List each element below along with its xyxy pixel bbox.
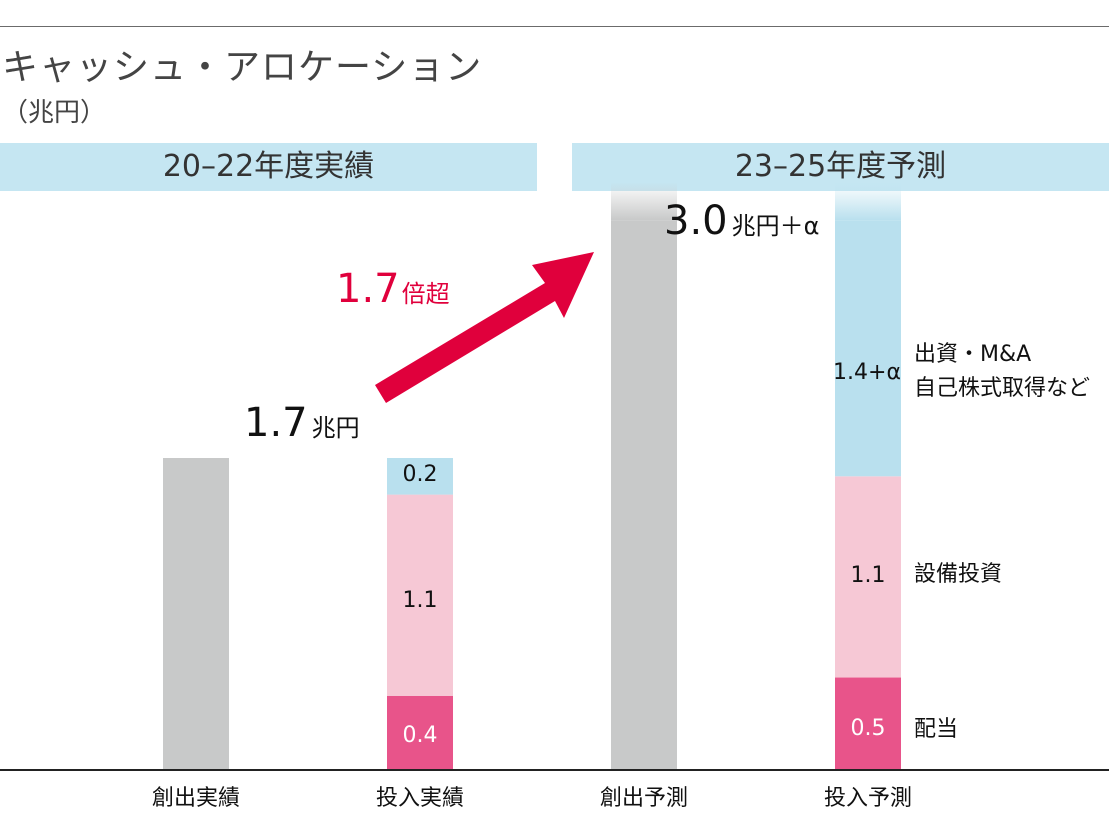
seg-label-actual-ma: 0.2 xyxy=(402,462,438,487)
category-label-1: 創出実績 xyxy=(151,786,240,811)
legend-ma-line1: 出資・M&A xyxy=(914,342,1032,367)
bar-fade-cap-3 xyxy=(611,182,677,221)
forecast-total-value: 3.0 xyxy=(664,198,728,244)
period-header-actual: 20–22年度実績 xyxy=(0,143,537,191)
period-forecast-label: 23–25年度予測 xyxy=(734,149,947,184)
growth-ratio-suffix: 倍超 xyxy=(401,280,450,308)
growth-arrow xyxy=(375,252,594,403)
forecast-total-label: 3.0 兆円＋α xyxy=(664,198,819,244)
bar-creation-1 xyxy=(163,458,229,769)
top-rule xyxy=(0,26,1109,27)
bar-capex-2 xyxy=(387,494,453,696)
chart-title: キャッシュ・アロケーション xyxy=(2,47,483,88)
actual-total-value: 1.7 xyxy=(244,400,308,446)
seg-label-actual-capex: 1.1 xyxy=(402,588,438,613)
growth-ratio-label: 1.7倍超 xyxy=(336,266,450,312)
bar-capex-4 xyxy=(835,476,901,678)
category-label-4: 投入予測 xyxy=(823,786,912,811)
seg-label-forecast-capex: 1.1 xyxy=(850,563,886,588)
period-actual-label: 20–22年度実績 xyxy=(162,149,375,184)
bar-dividend-2 xyxy=(387,695,453,769)
bar-dividend-4 xyxy=(835,677,901,769)
actual-total-unit: 兆円 xyxy=(311,414,360,442)
bar-creation-3 xyxy=(611,220,677,770)
bar-ma-4 xyxy=(835,220,901,477)
legend-capex: 設備投資 xyxy=(914,562,1003,587)
category-label-2: 投入実績 xyxy=(375,786,464,811)
legend-ma-line2: 自己株式取得など xyxy=(914,376,1091,401)
seg-label-forecast-ma: 1.4+α xyxy=(833,360,901,385)
actual-total-label: 1.7 兆円 xyxy=(244,400,360,446)
forecast-total-unit: 兆円＋α xyxy=(731,212,820,240)
x-axis-baseline xyxy=(0,769,1109,771)
growth-ratio-value: 1.7 xyxy=(336,266,400,312)
category-label-3: 創出予測 xyxy=(599,786,688,811)
unit-label: （兆円） xyxy=(2,98,107,128)
seg-label-actual-dividend: 0.4 xyxy=(402,723,438,748)
bar-ma-2 xyxy=(387,458,453,495)
bar-fade-cap-4 xyxy=(835,182,901,221)
legend-dividend: 配当 xyxy=(914,717,959,742)
seg-label-forecast-dividend: 0.5 xyxy=(850,716,886,741)
